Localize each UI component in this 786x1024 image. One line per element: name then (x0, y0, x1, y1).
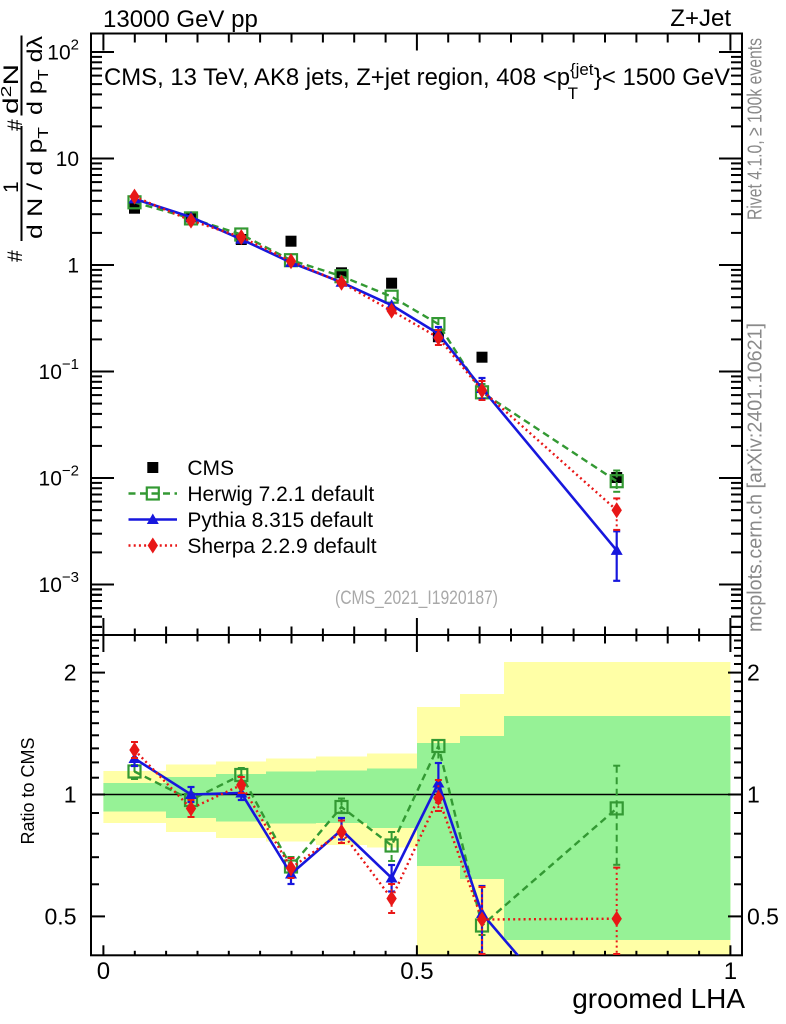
svg-text:0.5: 0.5 (45, 903, 77, 929)
svg-text:1: 1 (64, 782, 77, 808)
svg-text:1: 1 (747, 782, 760, 808)
svg-text:10: 10 (56, 148, 79, 171)
svg-text:Ratio to CMS: Ratio to CMS (18, 737, 38, 844)
svg-text:1: 1 (67, 255, 79, 278)
svg-text:1: 1 (724, 958, 737, 985)
svg-text:0.5: 0.5 (400, 958, 433, 985)
svg-text:mcplots.cern.ch [arXiv:2401.10: mcplots.cern.ch [arXiv:2401.10621] (744, 323, 767, 632)
svg-text:Herwig 7.2.1 default: Herwig 7.2.1 default (187, 483, 374, 506)
svg-text:groomed LHA: groomed LHA (572, 983, 745, 1014)
svg-text:10−2: 10−2 (39, 463, 79, 491)
svg-text:0.5: 0.5 (747, 903, 779, 929)
svg-text:2: 2 (747, 660, 760, 686)
svg-text:#: # (4, 250, 27, 262)
svg-text:d2N: d2N (0, 64, 23, 114)
svg-text:Sherpa 2.2.9 default: Sherpa 2.2.9 default (187, 535, 376, 558)
svg-text:2: 2 (64, 660, 77, 686)
svg-text:13000 GeV pp: 13000 GeV pp (103, 6, 258, 33)
svg-text:(CMS_2021_I1920187): (CMS_2021_I1920187) (335, 588, 498, 609)
svg-text:#: # (4, 119, 27, 131)
svg-text:0: 0 (97, 958, 110, 985)
svg-text:CMS: CMS (187, 457, 234, 480)
svg-text:Z+Jet: Z+Jet (670, 5, 731, 32)
svg-text:Rivet 4.1.0, ≥ 100k events: Rivet 4.1.0, ≥ 100k events (744, 38, 767, 220)
svg-text:Pythia 8.315 default: Pythia 8.315 default (187, 509, 373, 532)
svg-text:1: 1 (0, 181, 23, 193)
